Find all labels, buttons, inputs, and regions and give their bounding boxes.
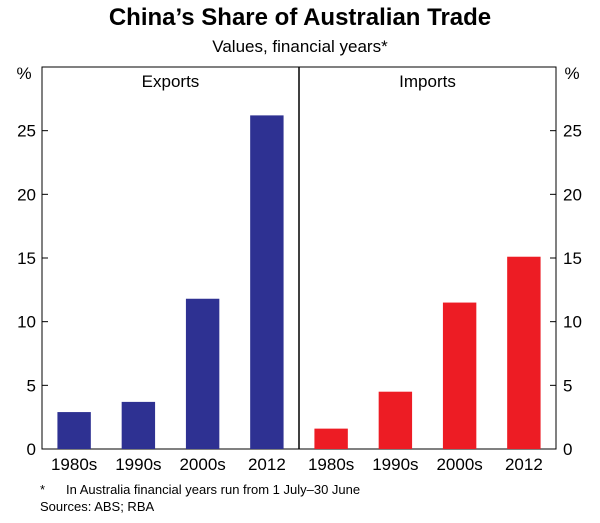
y-tick-label-left: 5 [27, 376, 36, 395]
x-tick-label: 2012 [505, 455, 543, 474]
x-tick-label: 2000s [436, 455, 482, 474]
y-tick-label-left: 10 [17, 313, 36, 332]
bar-exports-2012 [250, 115, 284, 450]
footnote-star: * [40, 482, 46, 497]
y-tick-label-right: 25 [563, 122, 582, 141]
y-tick-label-left: 15 [17, 249, 36, 268]
panel-title-imports: Imports [399, 72, 456, 91]
bar-imports-2012 [507, 256, 541, 449]
bar-imports-1980s [314, 428, 348, 449]
x-tick-label: 2012 [248, 455, 286, 474]
bar-exports-1980s [57, 412, 91, 449]
y-unit-right: % [564, 64, 579, 83]
y-tick-label-right: 10 [563, 313, 582, 332]
bar-imports-1990s [378, 391, 413, 449]
x-tick-label: 1980s [51, 455, 97, 474]
bar-imports-2000s [442, 302, 477, 449]
y-tick-label-right: 15 [563, 249, 582, 268]
y-unit-left: % [16, 64, 31, 83]
footnote: * In Australia financial years run from 1… [40, 482, 360, 497]
sources-note: Sources: ABS; RBA [40, 499, 155, 514]
y-tick-label-left: 0 [27, 440, 36, 459]
chart-subtitle: Values, financial years* [212, 37, 388, 56]
x-tick-label: 1990s [115, 455, 161, 474]
y-tick-label-right: 0 [563, 440, 572, 459]
x-tick-label: 1990s [372, 455, 418, 474]
y-tick-label-left: 20 [17, 185, 36, 204]
footnote-text: In Australia financial years run from 1 … [66, 482, 361, 497]
x-tick-label: 2000s [179, 455, 225, 474]
chart-title: China’s Share of Australian Trade [108, 4, 492, 31]
y-tick-label-right: 20 [563, 185, 582, 204]
y-tick-label-right: 5 [563, 376, 572, 395]
bar-exports-1990s [121, 401, 156, 449]
bar-exports-2000s [185, 298, 220, 449]
x-tick-label: 1980s [308, 455, 354, 474]
y-tick-label-left: 25 [17, 122, 36, 141]
panel-title-exports: Exports [142, 72, 200, 91]
